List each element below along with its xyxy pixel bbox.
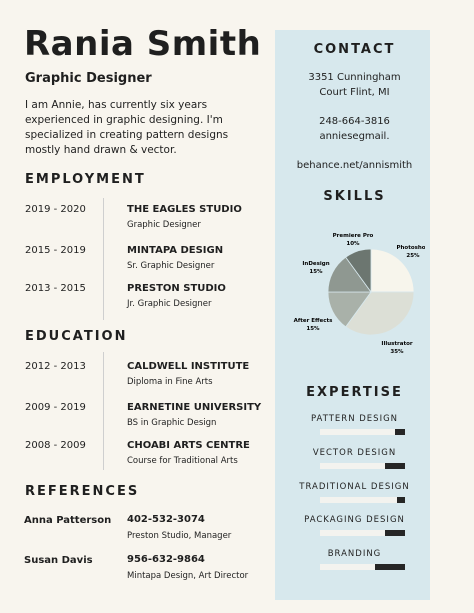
pie-slice [370,248,415,293]
website: behance.net/annismith [296,160,413,171]
skill-level [320,429,395,435]
divider [103,198,104,320]
section-title: REFERENCES [25,484,140,499]
address: Court Flint, MI [319,87,390,98]
organization: MINTAPA DESIGN [127,245,224,256]
pie-slice [345,248,372,294]
reference-phone: 956-632-9864 [127,554,205,565]
position: BS in Graphic Design [127,418,217,428]
divider [103,352,104,470]
pie-slice [345,291,415,336]
pie-chart: Photoshop 25% Illustrator 35% After Effects 1… [294,233,425,355]
slice-label: After Effects [294,318,333,324]
years: 2019 - 2020 [25,204,86,215]
skill-label: PATTERN DESIGN [310,414,399,424]
position: Sr. Graphic Designer [127,261,215,271]
slice-value: 15% [306,326,320,332]
skill-level [320,530,385,537]
skill-level [320,564,376,571]
reference-phone: 402-532-3074 [127,514,205,525]
chart-title: SKILLS [323,189,386,204]
slice-value: 35% [390,349,404,355]
bio: I am Annie, has currently six years expe… [25,99,229,156]
slice-value: 15% [309,269,323,275]
position: Course for Traditional Arts [127,456,238,466]
years: 2009 - 2019 [25,402,86,413]
reference-detail: Mintapa Design, Art Director [127,571,249,581]
phone: 248-664-3816 [319,116,390,127]
slice-label: Premiere Pro [333,233,374,239]
reference-name: Susan Davis [24,555,93,566]
role: Graphic Designer [25,71,152,86]
position: Jr. Graphic Designer [127,299,212,309]
years: 2015 - 2019 [25,245,86,256]
skill-level [320,462,385,469]
reference-name: Anna Patterson [24,515,112,526]
name: Rania Smith [24,24,262,64]
skill-level [320,496,397,503]
section-title: CONTACT [313,42,396,57]
slice-value: 25% [406,253,420,259]
section-title: EMPLOYMENT [25,172,146,187]
slice-label: InDesign [302,261,329,267]
organization: THE EAGLES STUDIO [127,204,242,215]
slice-value: 10% [346,241,360,247]
slice-label: Photoshop [396,245,425,251]
skill-label: VECTOR DESIGN [312,447,397,458]
organization: EARNETINE UNIVERSITY [127,402,262,413]
skill-label: TRADITIONAL DESIGN [299,481,410,492]
position: Graphic Designer [127,220,201,230]
years: 2008 - 2009 [25,440,86,451]
reference-detail: Preston Studio, Manager [127,531,232,541]
organization: CALDWELL INSTITUTE [127,361,250,372]
section-title: EXPERTISE [306,385,403,400]
email: anniesegmail. [319,131,390,142]
organization: CHOABI ARTS CENTRE [127,440,250,451]
address: 3351 Cunningham [308,72,401,83]
section-title: EDUCATION [25,329,128,344]
organization: PRESTON STUDIO [127,283,226,294]
slice-label: Illustrator [381,341,412,347]
years: 2013 - 2015 [25,283,86,294]
years: 2012 - 2013 [25,361,86,372]
skill-label: PACKAGING DESIGN [304,515,405,526]
position: Diploma in Fine Arts [127,377,213,387]
skill-label: BRANDING [327,549,382,560]
